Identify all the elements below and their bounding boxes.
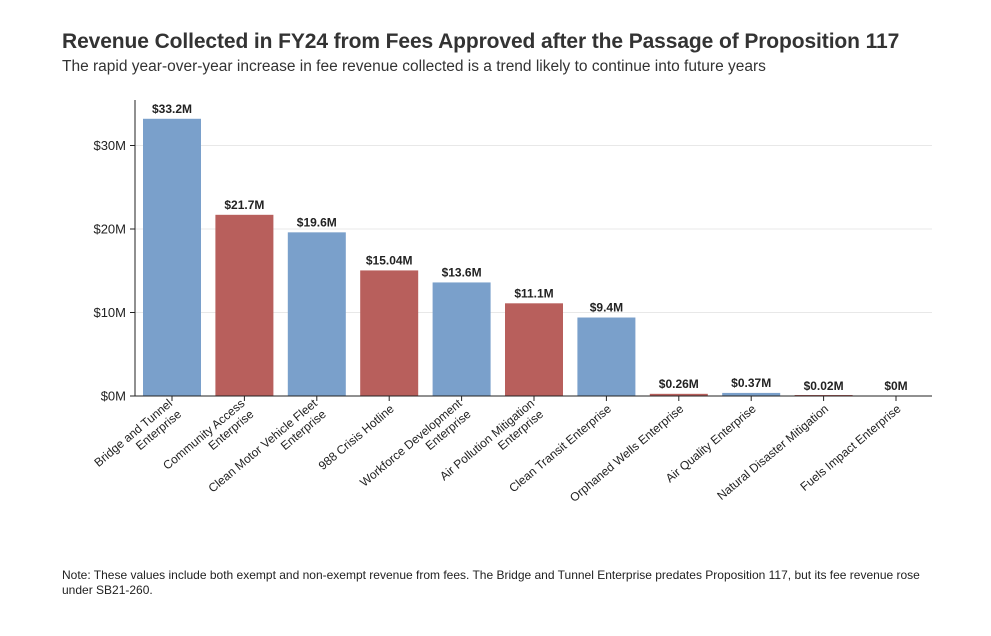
bar [722,392,781,396]
bar-chart: $33.2M $21.7M $19.6M $15.04M $13.6M $11.1M $9.… [91,100,932,505]
footnote: Note: These values include both exempt a… [62,568,920,597]
chart-title: Revenue Collected in FY24 from Fees Appr… [62,30,900,53]
value-label: $0.26M [659,377,699,391]
y-tick-label: $20M [93,222,126,237]
value-label: $33.2M [152,102,192,116]
axes [130,100,932,401]
value-label: $9.4M [590,301,623,315]
x-tick-label-line: Orphaned Wells Enterprise [567,401,686,504]
bars [143,118,853,396]
bar [143,118,201,396]
value-label: $21.7M [224,198,264,212]
value-label: $19.6M [297,215,337,229]
value-label: $0.37M [731,376,771,390]
bar [215,214,274,396]
value-label: $11.1M [514,286,553,300]
bar [505,303,563,396]
bar [577,317,636,396]
chart-subtitle: The rapid year-over-year increase in fee… [62,58,766,75]
bar [287,232,346,396]
x-tick-label: Orphaned Wells Enterprise [567,401,686,504]
bar [432,282,491,396]
y-tick-label: $30M [93,138,126,153]
value-labels: $33.2M $21.7M $19.6M $15.04M $13.6M $11.1M $9.… [152,102,908,393]
value-label: $15.04M [366,253,413,267]
y-tick-labels: $0M $10M $20M $30M [93,138,126,404]
y-tick-label: $10M [93,305,126,320]
value-label: $0.02M [804,379,844,393]
bar [649,393,708,396]
value-label: $0M [884,379,907,393]
svg-text:Orphaned Wells Enterprise: Orphaned Wells Enterprise [567,401,686,504]
value-label: $13.6M [442,265,482,279]
y-tick-label: $0M [101,389,126,404]
bar [360,270,419,396]
